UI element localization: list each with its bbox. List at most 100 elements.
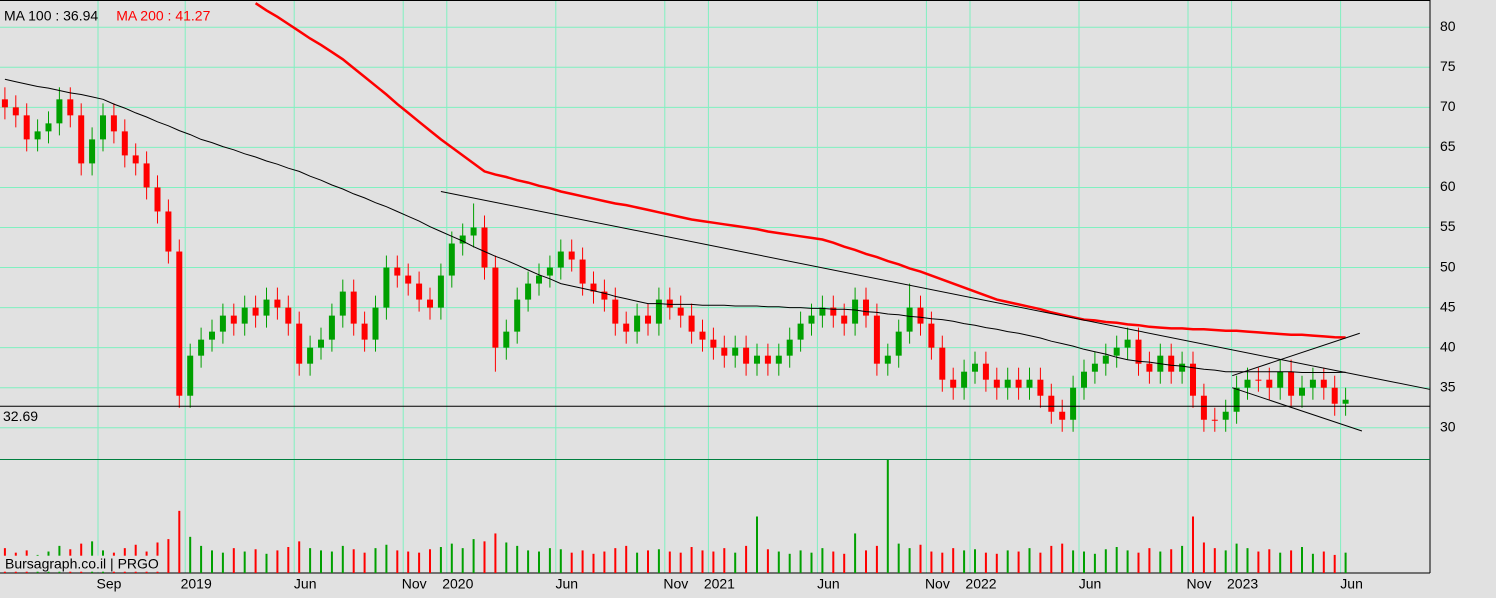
candle-body xyxy=(394,267,401,276)
volume-bar xyxy=(897,543,900,573)
x-tick-label: Jun xyxy=(817,576,840,592)
ma-line xyxy=(254,2,1346,339)
candle-body xyxy=(655,299,662,324)
candle-body xyxy=(786,339,793,356)
candle-body xyxy=(590,283,597,292)
candle-body xyxy=(89,139,96,164)
candle-body xyxy=(23,115,30,140)
candle-body xyxy=(721,347,728,356)
candle-body xyxy=(372,307,379,340)
candle-body xyxy=(1135,339,1142,364)
volume-bar xyxy=(374,548,377,573)
candle-body xyxy=(274,299,281,308)
candle-body xyxy=(1222,411,1229,420)
candle-body xyxy=(296,323,303,364)
volume-bar xyxy=(1050,545,1053,573)
candle-body xyxy=(841,315,848,324)
volume-bar xyxy=(472,539,475,573)
volume-bar xyxy=(788,553,791,573)
trend-line xyxy=(1232,332,1360,377)
volume-bar xyxy=(1224,550,1227,573)
volume-bar xyxy=(309,548,312,573)
volume-bar xyxy=(865,550,867,573)
volume-bar xyxy=(200,545,203,573)
candle-body xyxy=(666,299,673,308)
candle-body xyxy=(928,323,935,348)
candle-body xyxy=(230,315,237,324)
volume-bar xyxy=(1093,553,1096,573)
volume-bar xyxy=(974,549,976,573)
candle-body xyxy=(263,299,270,316)
volume-bar xyxy=(167,539,170,573)
volume-bar xyxy=(1083,551,1085,573)
volume-bar xyxy=(886,460,889,573)
candle-body xyxy=(895,331,902,356)
y-tick-label: 30 xyxy=(1440,418,1456,434)
volume-bar xyxy=(810,552,813,573)
candle-body xyxy=(1309,379,1316,388)
volume-bar xyxy=(330,551,333,573)
y-tick-label: 70 xyxy=(1440,98,1456,114)
candle-body xyxy=(906,307,913,332)
y-tick-label: 45 xyxy=(1440,298,1456,314)
volume-bar xyxy=(559,549,562,573)
candle-body xyxy=(1190,363,1196,396)
volume-bar xyxy=(429,549,431,573)
volume-bar xyxy=(1061,543,1064,573)
volume-bar xyxy=(211,550,213,573)
price-panel xyxy=(1,2,1349,432)
candle-body xyxy=(1342,399,1349,404)
candle-body xyxy=(950,379,957,388)
candle-body xyxy=(219,315,226,332)
volume-bar xyxy=(1126,550,1129,573)
candle-body xyxy=(1255,379,1262,381)
candle-body xyxy=(612,299,619,324)
volume-bar xyxy=(341,545,344,573)
y-tick-label: 75 xyxy=(1440,58,1456,74)
candle-body xyxy=(405,275,412,284)
candle-body xyxy=(546,267,553,276)
candle-body xyxy=(1266,379,1273,388)
volume-bar xyxy=(439,547,442,573)
volume-bar xyxy=(1202,542,1205,573)
y-tick-label: 65 xyxy=(1440,138,1456,154)
candle-body xyxy=(1146,363,1153,372)
volume-bar xyxy=(701,550,704,573)
volume-bar xyxy=(505,542,508,573)
volume-bar xyxy=(538,551,540,573)
volume-bar xyxy=(919,544,922,573)
candle-body xyxy=(536,275,542,284)
candle-body xyxy=(285,307,292,324)
candle-body xyxy=(808,315,815,324)
volume-bar xyxy=(734,552,737,573)
candle-body xyxy=(1288,371,1295,396)
candle-body xyxy=(56,99,63,124)
volume-bar xyxy=(1301,547,1303,573)
volume-bar xyxy=(276,550,279,573)
volume-bar xyxy=(843,553,846,573)
volume-bar xyxy=(657,549,660,573)
legend-entry: MA 200 : 41.27 xyxy=(116,8,210,24)
candle-body xyxy=(525,283,532,300)
volume-bar xyxy=(1235,543,1238,573)
volume-bar xyxy=(527,550,530,573)
candle-body xyxy=(154,187,161,212)
candle-body xyxy=(100,115,106,140)
candle-body xyxy=(1091,363,1098,372)
candle-body xyxy=(873,315,880,364)
candle-body xyxy=(34,131,41,140)
x-tick-label: Nov xyxy=(925,576,950,592)
candle-body xyxy=(45,123,52,132)
candle-body xyxy=(339,291,346,316)
candle-body xyxy=(568,251,575,260)
x-tick-label: 2023 xyxy=(1227,576,1258,592)
candle-body xyxy=(764,355,771,364)
candle-body xyxy=(1299,387,1305,396)
y-tick-label: 50 xyxy=(1440,258,1456,274)
candle-body xyxy=(982,363,989,380)
candle-body xyxy=(350,291,357,324)
y-tick-label: 55 xyxy=(1440,218,1456,234)
source-background xyxy=(3,555,161,572)
candle-body xyxy=(797,323,804,340)
